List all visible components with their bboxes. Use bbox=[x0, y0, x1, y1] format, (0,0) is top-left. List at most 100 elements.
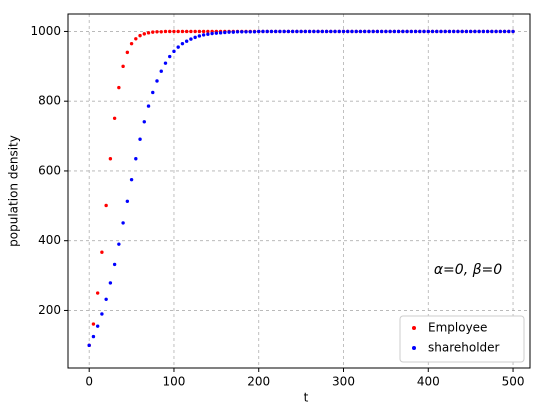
point bbox=[193, 29, 197, 34]
point bbox=[350, 29, 354, 34]
point bbox=[163, 29, 168, 34]
point bbox=[218, 31, 223, 35]
point bbox=[299, 29, 303, 34]
point bbox=[498, 29, 503, 34]
point bbox=[100, 250, 104, 254]
point bbox=[197, 29, 202, 34]
point bbox=[206, 32, 210, 36]
point bbox=[180, 29, 185, 34]
point bbox=[91, 334, 96, 339]
point bbox=[151, 90, 155, 95]
point bbox=[286, 29, 291, 34]
point bbox=[240, 30, 244, 34]
point bbox=[184, 29, 189, 34]
point bbox=[273, 29, 278, 34]
point bbox=[117, 242, 121, 246]
point bbox=[430, 29, 435, 34]
point bbox=[112, 116, 117, 120]
point bbox=[252, 30, 257, 34]
point bbox=[282, 29, 286, 34]
point bbox=[159, 69, 163, 73]
point bbox=[104, 297, 108, 301]
point bbox=[112, 262, 117, 267]
point bbox=[333, 29, 337, 34]
point bbox=[502, 29, 507, 34]
point bbox=[227, 30, 231, 34]
point bbox=[312, 29, 316, 34]
point bbox=[159, 30, 163, 34]
point bbox=[244, 30, 248, 34]
point bbox=[426, 29, 430, 34]
point bbox=[477, 29, 481, 34]
point bbox=[409, 29, 414, 34]
point bbox=[261, 29, 265, 34]
point bbox=[388, 29, 392, 34]
point bbox=[269, 29, 274, 34]
point bbox=[337, 29, 341, 34]
point bbox=[121, 64, 125, 69]
point bbox=[358, 29, 363, 34]
point bbox=[396, 29, 401, 34]
point bbox=[214, 31, 219, 35]
point bbox=[189, 37, 193, 41]
point bbox=[104, 203, 108, 208]
point bbox=[371, 29, 375, 34]
point bbox=[210, 31, 214, 36]
x-tick-label: 100 bbox=[163, 375, 186, 389]
legend-label: Employee bbox=[428, 321, 487, 335]
point bbox=[117, 85, 121, 90]
point bbox=[443, 29, 447, 34]
point bbox=[189, 29, 193, 34]
point bbox=[413, 29, 418, 34]
point bbox=[168, 29, 172, 34]
point bbox=[379, 29, 384, 34]
point bbox=[138, 33, 142, 38]
point bbox=[456, 29, 460, 34]
point bbox=[460, 29, 464, 34]
legend-label: shareholder bbox=[428, 341, 500, 355]
point bbox=[184, 39, 189, 43]
point bbox=[142, 120, 146, 124]
point bbox=[354, 29, 358, 34]
point bbox=[95, 324, 100, 328]
point bbox=[172, 29, 176, 34]
point bbox=[422, 29, 426, 34]
point bbox=[87, 343, 91, 348]
point bbox=[125, 50, 130, 55]
y-tick-label: 1000 bbox=[30, 24, 61, 38]
point bbox=[146, 104, 151, 108]
point bbox=[125, 199, 130, 203]
point bbox=[481, 29, 486, 34]
point bbox=[142, 32, 146, 36]
point bbox=[168, 54, 172, 59]
point bbox=[464, 29, 469, 34]
point bbox=[405, 29, 409, 34]
point bbox=[290, 29, 295, 34]
y-tick-label: 600 bbox=[38, 163, 61, 177]
point bbox=[324, 29, 329, 34]
x-axis-label: t bbox=[304, 391, 309, 405]
point bbox=[223, 30, 227, 35]
point bbox=[435, 29, 439, 34]
point bbox=[392, 29, 397, 34]
point bbox=[485, 29, 490, 34]
point bbox=[439, 29, 443, 34]
point bbox=[295, 29, 299, 34]
legend-box bbox=[399, 315, 525, 363]
point bbox=[494, 29, 498, 34]
point bbox=[367, 29, 371, 34]
point bbox=[201, 33, 206, 37]
point bbox=[257, 29, 261, 34]
x-tick-label: 0 bbox=[85, 375, 93, 389]
x-tick-label: 400 bbox=[417, 375, 440, 389]
point bbox=[316, 29, 320, 34]
point bbox=[134, 37, 138, 41]
point bbox=[490, 29, 494, 34]
legend-marker bbox=[412, 326, 416, 330]
point bbox=[155, 30, 159, 34]
point bbox=[278, 29, 282, 34]
point bbox=[375, 29, 380, 34]
point bbox=[193, 35, 197, 40]
point bbox=[231, 30, 236, 34]
